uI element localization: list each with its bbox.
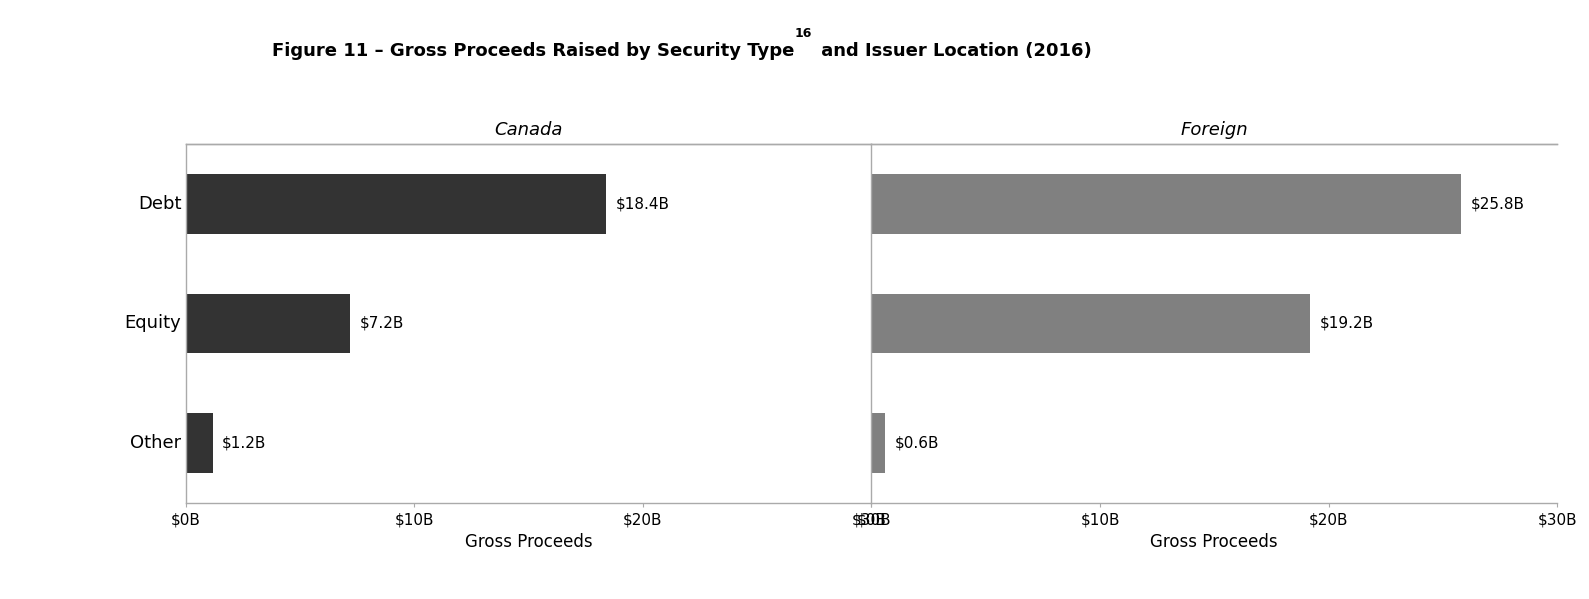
Bar — [186, 413, 213, 473]
Bar — [871, 294, 1311, 353]
Bar — [186, 294, 350, 353]
Text: and Issuer Location (2016): and Issuer Location (2016) — [815, 42, 1092, 60]
Text: 16: 16 — [794, 27, 812, 40]
Title: Canada: Canada — [494, 122, 563, 140]
X-axis label: Gross Proceeds: Gross Proceeds — [1150, 533, 1278, 550]
Bar — [871, 413, 885, 473]
Text: $1.2B: $1.2B — [222, 435, 267, 451]
Text: Other: Other — [130, 434, 181, 452]
Title: Foreign: Foreign — [1181, 122, 1247, 140]
Text: $19.2B: $19.2B — [1319, 316, 1373, 331]
Text: $25.8B: $25.8B — [1470, 196, 1524, 211]
Text: Equity: Equity — [124, 314, 181, 332]
Text: $0.6B: $0.6B — [895, 435, 939, 451]
Bar — [871, 174, 1462, 234]
Text: Figure 11 – Gross Proceeds Raised by Security Type: Figure 11 – Gross Proceeds Raised by Sec… — [272, 42, 794, 60]
Bar — [186, 174, 607, 234]
Text: $7.2B: $7.2B — [359, 316, 404, 331]
X-axis label: Gross Proceeds: Gross Proceeds — [464, 533, 593, 550]
Text: $18.4B: $18.4B — [615, 196, 669, 211]
Text: Debt: Debt — [138, 195, 181, 213]
